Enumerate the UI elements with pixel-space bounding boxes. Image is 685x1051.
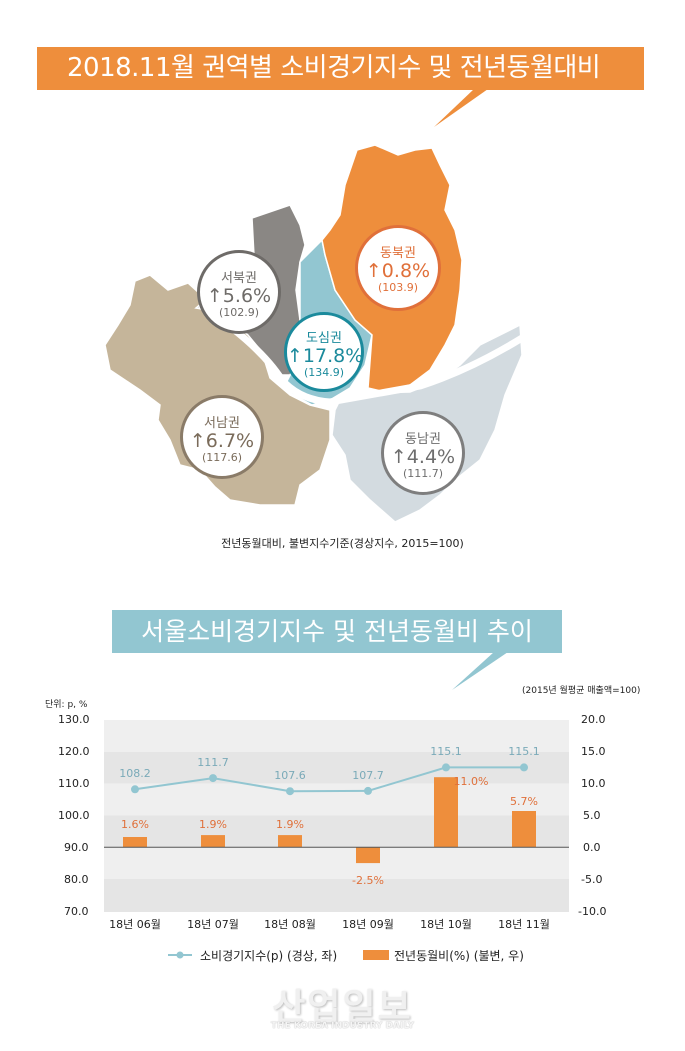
left-tick: 130.0 bbox=[58, 713, 90, 726]
map-footnote: 전년동월대비, 불변지수기준(경상지수, 2015=100) bbox=[221, 537, 464, 550]
chart-title: 서울소비경기지수 및 전년동월비 추이 bbox=[141, 617, 533, 646]
right-tick: 20.0 bbox=[581, 713, 606, 726]
region-index: (103.9) bbox=[377, 281, 419, 294]
region-name: 도심권 bbox=[306, 331, 342, 346]
bar-value-label: 1.6% bbox=[121, 818, 149, 831]
region-badge-dongnam: 동남권 ↑4.4% (111.7) bbox=[381, 411, 465, 495]
region-change: ↑5.6% bbox=[206, 285, 272, 307]
region-change: ↑0.8% bbox=[365, 260, 431, 282]
unit-label-right: (2015년 월평균 매출액=100) bbox=[522, 686, 641, 696]
x-label: 18년 06월 bbox=[109, 918, 161, 931]
region-name: 서남권 bbox=[204, 416, 240, 431]
bar-value-label: 1.9% bbox=[199, 818, 227, 831]
region-name: 동남권 bbox=[405, 432, 441, 447]
bar-value-label: 11.0% bbox=[453, 775, 489, 788]
region-badge-seonam: 서남권 ↑6.7% (117.6) bbox=[180, 395, 264, 479]
chart-plot-area bbox=[104, 720, 569, 912]
right-tick: 10.0 bbox=[581, 777, 606, 790]
region-change: ↑17.8% bbox=[287, 345, 364, 367]
seoul-map bbox=[104, 144, 524, 523]
banner-pointer bbox=[434, 89, 488, 127]
watermark-subtitle: THE KOREA INDUSTRY DAILY bbox=[270, 1021, 415, 1031]
han-river bbox=[198, 302, 524, 406]
x-label: 18년 09월 bbox=[342, 918, 394, 931]
right-tick: 0.0 bbox=[583, 841, 601, 854]
region-index: (117.6) bbox=[201, 451, 243, 464]
bar-6 bbox=[512, 811, 536, 848]
legend-line-icon bbox=[168, 951, 192, 959]
bar-5 bbox=[434, 777, 458, 848]
left-tick: 70.0 bbox=[64, 905, 89, 918]
region-change: ↑6.7% bbox=[189, 430, 255, 452]
left-tick: 90.0 bbox=[64, 841, 89, 854]
right-tick: 5.0 bbox=[583, 809, 601, 822]
map-title-banner: 2018.11월 권역별 소비경기지수 및 전년동월대비 bbox=[37, 47, 644, 90]
chart-title-banner: 서울소비경기지수 및 전년동월비 추이 bbox=[112, 610, 562, 653]
x-label: 18년 11월 bbox=[498, 918, 550, 931]
region-index: (102.9) bbox=[218, 306, 260, 319]
unit-label-left: 단위: p, % bbox=[45, 700, 88, 710]
bar-3 bbox=[278, 835, 302, 848]
region-change: ↑4.4% bbox=[390, 446, 456, 468]
line-value-label: 115.1 bbox=[430, 745, 462, 758]
x-label: 18년 08월 bbox=[264, 918, 316, 931]
left-tick: 120.0 bbox=[58, 745, 90, 758]
bar-1 bbox=[123, 837, 147, 848]
region-name: 동북권 bbox=[380, 246, 416, 261]
line-value-label: 115.1 bbox=[508, 745, 540, 758]
bar-4 bbox=[356, 847, 380, 864]
right-tick: -10.0 bbox=[578, 905, 607, 918]
banner-pointer bbox=[452, 652, 508, 690]
region-badge-seobuk: 서북권 ↑5.6% (102.9) bbox=[197, 250, 281, 334]
bar-value-label: 1.9% bbox=[276, 818, 304, 831]
region-name: 서북권 bbox=[221, 271, 257, 286]
legend-bar-icon bbox=[363, 950, 389, 960]
left-tick: 110.0 bbox=[58, 777, 90, 790]
watermark-logo: 산업일보 bbox=[272, 987, 413, 1028]
line-value-label: 107.6 bbox=[274, 769, 306, 782]
x-label: 18년 07월 bbox=[187, 918, 239, 931]
region-badge-dongbuk: 동북권 ↑0.8% (103.9) bbox=[355, 225, 441, 311]
right-tick: -5.0 bbox=[581, 873, 603, 886]
legend-bar-label: 전년동월비(%) (불변, 우) bbox=[394, 949, 524, 963]
bar-value-label: 5.7% bbox=[510, 795, 538, 808]
line-value-label: 107.7 bbox=[352, 769, 384, 782]
left-tick: 100.0 bbox=[58, 809, 90, 822]
right-tick: 15.0 bbox=[581, 745, 606, 758]
region-index: (134.9) bbox=[303, 366, 345, 379]
bar-value-label: -2.5% bbox=[352, 874, 384, 887]
line-value-label: 111.7 bbox=[197, 756, 229, 769]
region-badge-dosim: 도심권 ↑17.8% (134.9) bbox=[284, 312, 364, 392]
legend-line-label: 소비경기지수(p) (경상, 좌) bbox=[200, 949, 338, 963]
map-title: 2018.11월 권역별 소비경기지수 및 전년동월대비 bbox=[67, 53, 601, 83]
index-line bbox=[134, 766, 524, 793]
region-index: (111.7) bbox=[402, 467, 444, 480]
bar-2 bbox=[201, 835, 225, 848]
x-label: 18년 10월 bbox=[420, 918, 472, 931]
line-value-label: 108.2 bbox=[119, 767, 151, 780]
left-tick: 80.0 bbox=[64, 873, 89, 886]
